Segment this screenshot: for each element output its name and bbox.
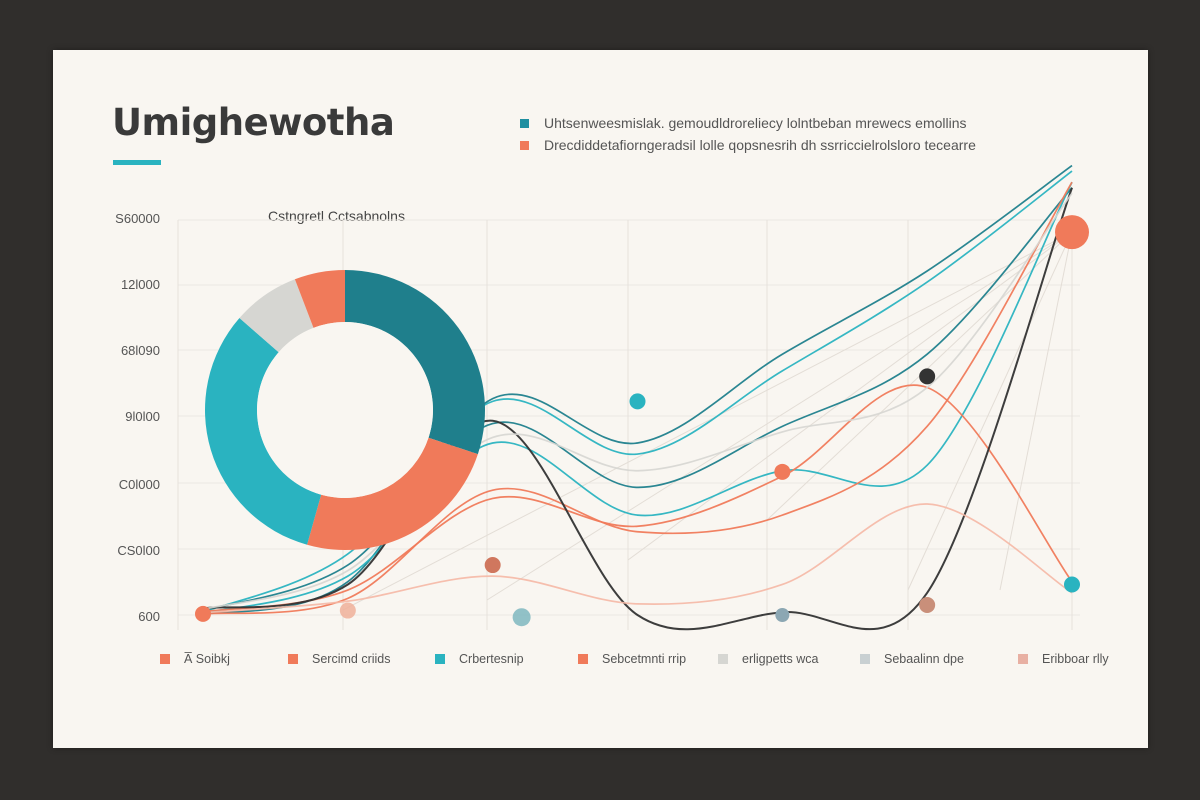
y-tick-label: 9l0l00	[125, 409, 160, 424]
series-line	[202, 384, 1073, 613]
legend-swatch	[435, 654, 445, 664]
series-line	[202, 181, 1073, 615]
fan-line	[486, 231, 1073, 601]
fan-line	[999, 232, 1073, 591]
header-legend-label: Drecdiddetafiorngeradsil lolle qopsnesri…	[544, 137, 976, 153]
donut-slice	[294, 270, 345, 328]
header-legend-item: Uhtsenweesmislak. gemoudldroreliecy loln…	[520, 112, 976, 134]
donut-slice	[345, 270, 485, 455]
series-line	[202, 181, 1073, 615]
series-line	[202, 164, 1073, 616]
legend-label: Sebcetmnti rrip	[602, 652, 687, 666]
legend-swatch	[718, 654, 728, 664]
legend-swatch	[288, 654, 298, 664]
data-point-marker	[919, 597, 936, 614]
y-tick-label: 68l090	[120, 343, 160, 358]
legend-item: Eribboar rlly	[1018, 651, 1109, 667]
legend-item: A̅ Soibkj	[160, 651, 230, 667]
y-tick-label: C0l000	[118, 477, 160, 492]
series-line	[202, 187, 1073, 631]
data-point-marker	[512, 608, 531, 627]
y-tick-label: 600	[138, 609, 160, 624]
legend-swatch	[1018, 654, 1028, 664]
legend-item: erligpetts wca	[718, 651, 818, 667]
title-underline	[113, 160, 161, 165]
series-line	[202, 503, 1073, 614]
legend-swatch	[578, 654, 588, 664]
series-line	[202, 170, 1073, 614]
bottom-legend: A̅ Soibkj Sercimd criids Crbertesnip Seb…	[0, 651, 1200, 671]
legend-label: erligpetts wca	[742, 652, 819, 666]
donut-slice	[239, 279, 314, 353]
y-tick-label: CS0l00	[117, 543, 160, 558]
legend-item: Crbertesnip	[435, 651, 524, 667]
legend-label: Sercimd criids	[312, 652, 391, 666]
page-title: Umighewotha	[112, 101, 395, 144]
data-point-marker	[775, 608, 790, 622]
data-point-marker	[1064, 576, 1080, 593]
y-tick-label: 12l000	[120, 277, 160, 292]
legend-label: A̅ Soibkj	[184, 652, 230, 666]
series-line	[202, 192, 1073, 611]
legend-label: Crbertesnip	[459, 652, 524, 666]
header-legend-item: Drecdiddetafiorngeradsil lolle qopsnesri…	[520, 134, 976, 156]
legend-item: Sercimd criids	[288, 651, 391, 667]
data-point-marker	[484, 557, 501, 574]
donut-slice	[204, 318, 322, 545]
data-point-marker	[774, 463, 791, 480]
legend-swatch	[160, 654, 170, 664]
legend-label: Sebaalinn dpe	[884, 652, 964, 666]
legend-item: Sebcetmnti rrip	[578, 651, 686, 667]
legend-swatch	[860, 654, 870, 664]
data-point-marker	[1055, 215, 1089, 250]
data-point-marker	[629, 393, 646, 410]
legend-swatch	[520, 140, 529, 150]
donut-slice	[307, 437, 478, 550]
donut-hole	[257, 322, 433, 498]
fan-line	[627, 231, 1073, 561]
data-point-marker	[195, 605, 211, 622]
header-legend: Uhtsenweesmislak. gemoudldroreliecy loln…	[520, 112, 976, 156]
data-point-marker	[919, 368, 936, 385]
series-line	[202, 187, 1073, 612]
y-tick-label: S60000	[115, 211, 160, 226]
fan-line	[907, 231, 1073, 591]
data-point-marker	[339, 602, 356, 619]
header-legend-label: Uhtsenweesmislak. gemoudldroreliecy loln…	[544, 115, 967, 131]
legend-swatch	[520, 118, 529, 128]
fan-line	[342, 231, 1073, 611]
legend-label: Eribboar rlly	[1042, 652, 1109, 666]
legend-item: Sebaalinn dpe	[860, 651, 964, 667]
